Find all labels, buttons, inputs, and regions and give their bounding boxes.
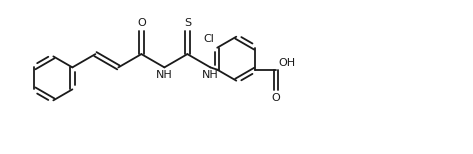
Text: Cl: Cl	[203, 34, 214, 45]
Text: OH: OH	[278, 58, 295, 68]
Text: S: S	[184, 18, 191, 28]
Text: NH: NH	[156, 70, 173, 80]
Text: O: O	[137, 18, 146, 28]
Text: NH: NH	[202, 70, 219, 80]
Text: O: O	[272, 93, 280, 103]
